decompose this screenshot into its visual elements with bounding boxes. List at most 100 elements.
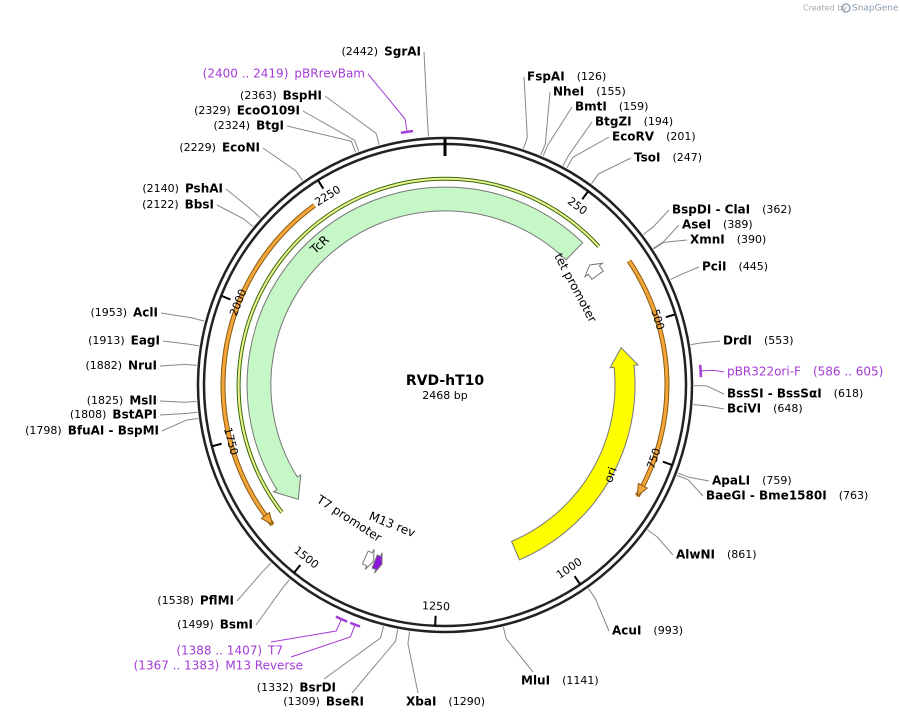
site-name: DrdI [723,334,752,348]
site-leader [540,91,551,156]
site-position: (1825) [87,394,124,407]
orf-head [636,482,649,498]
site-leader [323,626,384,680]
tick-mark [317,179,325,190]
site-position: (1538) [157,594,194,607]
primer-range: (1367 .. 1383) [134,659,220,673]
site-name: BbsI [185,198,214,212]
site-position: (1309) [283,695,320,708]
site-leader [162,340,200,347]
site-leader [693,404,725,410]
site-name: BssSI - BssSαI [727,387,822,401]
primer-arc [400,129,414,135]
site-position: (1913) [88,334,125,347]
credit-prefix: Created by [803,4,847,13]
site-name: XbaI [406,695,436,709]
site-position: (648) [773,402,803,415]
site-name: NruI [128,359,157,373]
site-leader [566,136,610,169]
site-position: (389) [723,218,753,231]
site-position: (126) [577,70,607,83]
credit-brand: SnapGene [852,4,899,14]
site-leader [159,400,197,403]
site-leader [690,340,721,346]
primer-range: (586 .. 605) [813,365,883,379]
tick-label: 1750 [221,426,241,456]
site-name: PflMI [200,594,234,608]
orf-head [260,511,274,526]
site-position: (1798) [25,424,62,437]
feature [361,549,375,570]
site-leader [676,474,704,497]
site-name: PshAI [185,182,223,196]
site-position: (445) [739,260,769,273]
site-position: (2122) [142,198,179,211]
feature-label: ori [601,465,619,484]
site-name: BfuAI - BspMI [68,424,159,438]
site-leader [286,125,357,153]
site-name: EcoRV [612,130,655,144]
feature [246,186,584,500]
site-leader [562,121,593,167]
site-name: AclI [133,306,158,320]
site-position: (1808) [70,408,107,421]
primer-leader [367,73,408,131]
site-position: (1290) [448,695,485,708]
site-leader [670,266,700,280]
primer-leader [290,625,356,658]
site-leader [653,239,688,250]
site-name: TsoI [634,151,660,165]
site-position: (1953) [90,306,127,319]
site-name: BciVI [727,402,761,416]
site-position: (861) [727,548,757,561]
site-name: XmnI [690,233,725,247]
site-name: BsrDI [299,681,336,695]
site-leader [262,147,304,181]
site-position: (362) [762,203,792,216]
site-position: (1499) [177,618,214,631]
primer-range: (2400 .. 2419) [203,67,289,81]
site-leader [225,188,261,219]
site-name: BseRI [326,695,364,709]
primer-leader [270,619,342,643]
backbone-outer [196,136,694,634]
site-position: (247) [672,151,702,164]
primer-name: M13 Reverse [225,659,303,673]
site-name: AseI [682,218,711,232]
tick-mark [211,442,222,448]
site-leader [587,588,610,632]
primer-arc [349,621,361,628]
site-leader [161,418,199,432]
site-leader [255,579,290,626]
site-position: (2329) [194,104,231,117]
site-position: (759) [762,474,792,487]
primer-arc [698,364,703,378]
credit-logo [841,3,851,13]
site-position: (159) [619,100,649,113]
feature [371,552,383,574]
site-position: (2140) [142,182,179,195]
feature [510,346,640,561]
site-position: (2442) [342,45,379,58]
site-name: BtgZI [595,115,632,129]
site-leader [423,51,429,137]
site-name: BtgI [256,119,284,133]
site-leader [236,562,272,602]
site-leader [159,363,197,367]
site-name: AcuI [612,624,641,638]
primer-name: pBRrevBam [294,67,365,81]
tick-label: 2250 [312,183,343,209]
tick-label: 1000 [554,555,584,581]
primer-name: pBR322ori-F [727,365,801,379]
feature-label: tet promoter [551,251,599,325]
site-leader [591,157,632,184]
orf-arc [627,260,669,497]
site-name: BaeGI - Bme1580I [706,489,827,503]
site-leader [693,385,725,395]
site-leader [324,95,380,145]
site-position: (618) [834,387,864,400]
tick-mark [293,564,302,574]
site-position: (2363) [240,89,277,102]
site-position: (390) [737,233,767,246]
